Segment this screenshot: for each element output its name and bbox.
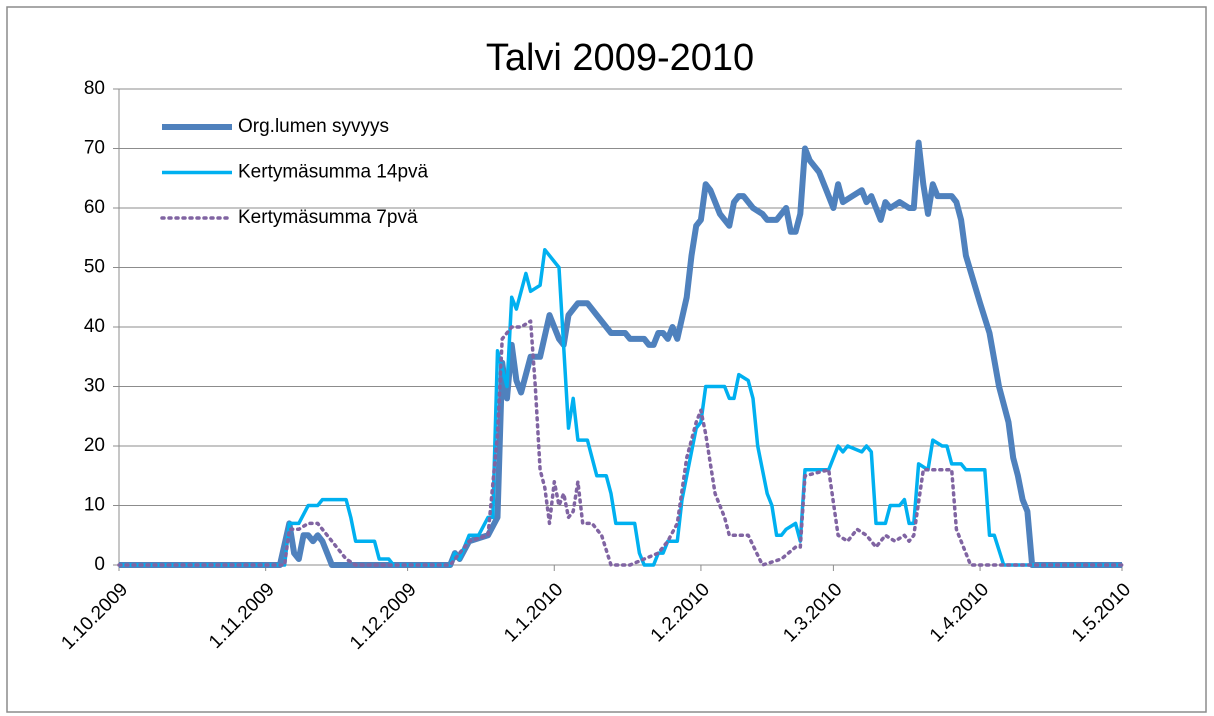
legend-label: Kertymäsumma 14pvä [238,162,429,183]
series-line [117,319,1124,567]
legend-label: Kertymäsumma 7pvä [238,207,418,228]
y-tick-label: 40 [84,316,105,337]
legend-label: Org.lumen syvyys [238,116,389,137]
y-tick-label: 80 [84,78,105,99]
y-tick-label: 0 [94,554,105,575]
y-tick-label: 20 [84,435,105,456]
chart-border [6,6,1207,713]
chart-title: Talvi 2009-2010 [486,37,754,79]
y-tick-label: 70 [84,138,105,159]
y-tick-label: 60 [84,197,105,218]
y-tick-label: 10 [84,495,105,516]
series-line [119,139,1122,568]
y-tick-label: 30 [84,376,105,397]
y-tick-label: 50 [84,257,105,278]
